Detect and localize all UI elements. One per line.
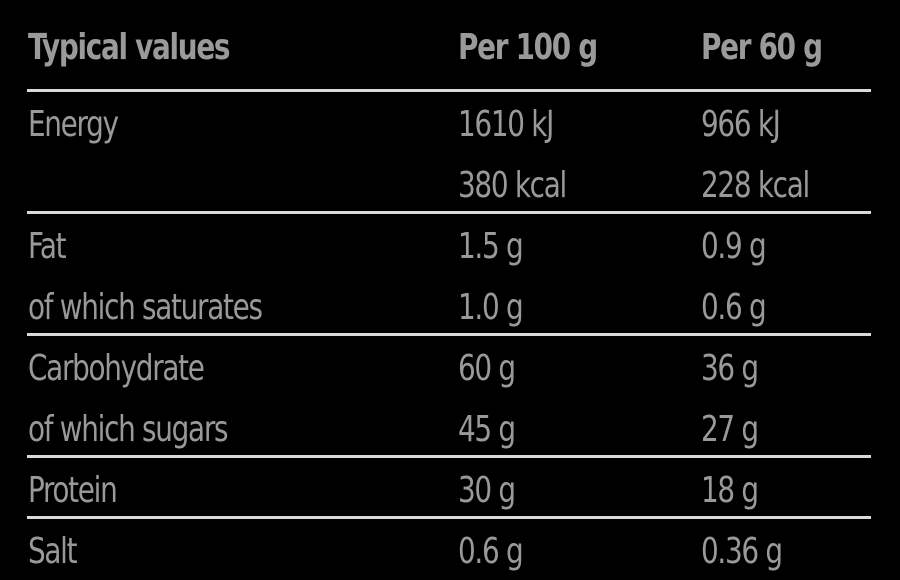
carbohydrate-divider: [27, 455, 871, 458]
row-salt-label: Salt: [28, 531, 78, 572]
row-salt-per-serving: 0.36 g: [701, 531, 783, 572]
row-protein-label: Protein: [28, 470, 118, 511]
row-energy-label: Energy: [28, 104, 119, 145]
row-energy-kj-per-100g: 1610 kJ: [458, 104, 554, 145]
row-energy-kj-per-serving: 966 kJ: [701, 104, 781, 145]
row-carbohydrate-per-serving: 36 g: [701, 348, 759, 389]
row-sugars-per-100g: 45 g: [458, 409, 516, 450]
row-protein-per-100g: 30 g: [458, 470, 516, 511]
energy-divider: [27, 211, 871, 214]
row-salt-per-100g: 0.6 g: [458, 531, 524, 572]
row-energy-kcal-per-100g: 380 kcal: [458, 165, 567, 206]
row-fat-per-100g: 1.5 g: [458, 226, 524, 267]
header-divider: [27, 89, 871, 92]
protein-divider: [27, 516, 871, 519]
row-protein-per-serving: 18 g: [701, 470, 759, 511]
row-sugars-per-serving: 27 g: [701, 409, 759, 450]
row-energy-kcal-per-serving: 228 kcal: [701, 165, 810, 206]
row-carbohydrate-label: Carbohydrate: [28, 348, 205, 389]
header-typical-values: Typical values: [28, 27, 231, 68]
fat-divider: [27, 333, 871, 336]
header-per-serving: Per 60 g: [701, 27, 823, 68]
row-saturates-per-serving: 0.6 g: [701, 287, 767, 328]
row-carbohydrate-per-100g: 60 g: [458, 348, 516, 389]
row-saturates-per-100g: 1.0 g: [458, 287, 524, 328]
row-saturates-label: of which saturates: [28, 287, 263, 328]
row-fat-per-serving: 0.9 g: [701, 226, 767, 267]
row-sugars-label: of which sugars: [28, 409, 228, 450]
header-per-100g: Per 100 g: [458, 27, 598, 68]
row-fat-label: Fat: [28, 226, 67, 267]
